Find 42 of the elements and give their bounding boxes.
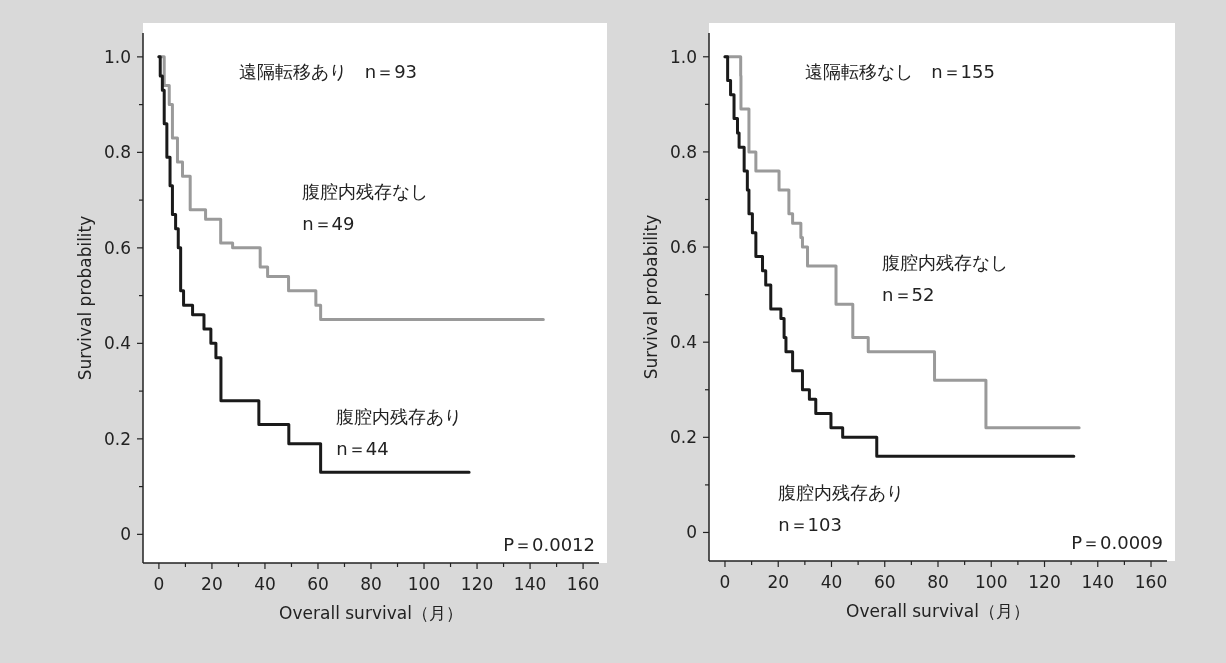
x-tick-label: 40 — [820, 572, 843, 592]
x-axis-title: Overall survival（月） — [279, 603, 463, 623]
x-tick-label: 140 — [513, 574, 547, 594]
y-tick-label: 0.8 — [669, 141, 697, 162]
annotation: 腹腔内残存なし n＝52 — [882, 251, 1009, 305]
x-tick-label: 20 — [201, 574, 223, 594]
x-tick-label: 120 — [1028, 572, 1061, 592]
annotation: P＝0.0009 — [1071, 532, 1163, 553]
y-tick-label: 0.4 — [669, 332, 697, 353]
annotation: 腹腔内残存なし n＝49 — [302, 180, 429, 234]
x-tick-label: 120 — [460, 574, 494, 594]
annotation: 腹腔内残存あり n＝44 — [336, 405, 463, 459]
x-tick-label: 60 — [307, 574, 329, 594]
y-axis-title: Survival probability — [641, 214, 661, 380]
y-tick-label: 0.6 — [103, 237, 131, 258]
text: 遠隔転移なし n＝155 — [805, 60, 995, 82]
x-tick-label: 160 — [1134, 572, 1168, 592]
text: 遠隔転移あり n＝93 — [238, 61, 418, 83]
x-tick-label: 40 — [254, 574, 276, 594]
y-tick-label: 0.2 — [669, 427, 697, 448]
y-tick-label: 0.4 — [103, 333, 131, 354]
x-tick-label: 140 — [1081, 572, 1114, 592]
x-tick-label: 80 — [927, 572, 949, 592]
y-tick-label: 0.6 — [669, 237, 697, 258]
x-tick-label: 20 — [767, 572, 790, 592]
x-tick-label: 0 — [153, 574, 165, 594]
x-axis-title: Overall survival（月） — [846, 601, 1030, 621]
x-tick-label: 80 — [360, 574, 382, 594]
x-tick-label: 160 — [566, 574, 600, 594]
y-axis-title: Survival probability — [75, 215, 95, 381]
y-tick-label: 1.0 — [103, 46, 131, 67]
y-tick-label: 0 — [120, 524, 131, 545]
x-tick-label: 0 — [719, 572, 731, 592]
annotation: 腹腔内残存あり n＝103 — [778, 482, 905, 536]
y-tick-label: 0.8 — [103, 142, 131, 163]
y-tick-label: 0.2 — [103, 428, 131, 449]
x-tick-label: 100 — [975, 572, 1008, 592]
x-tick-label: 60 — [873, 572, 896, 592]
annotation: P＝0.0012 — [503, 534, 595, 555]
y-tick-label: 1.0 — [669, 46, 697, 67]
x-tick-label: 100 — [407, 574, 441, 594]
y-tick-label: 0 — [686, 522, 697, 543]
